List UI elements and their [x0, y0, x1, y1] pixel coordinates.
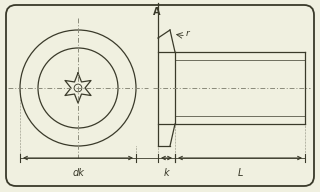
- Text: A: A: [153, 7, 161, 17]
- FancyBboxPatch shape: [6, 5, 314, 186]
- Text: r: r: [186, 30, 190, 39]
- Text: dk: dk: [72, 168, 84, 178]
- Text: L: L: [237, 168, 243, 178]
- Text: k: k: [164, 168, 169, 178]
